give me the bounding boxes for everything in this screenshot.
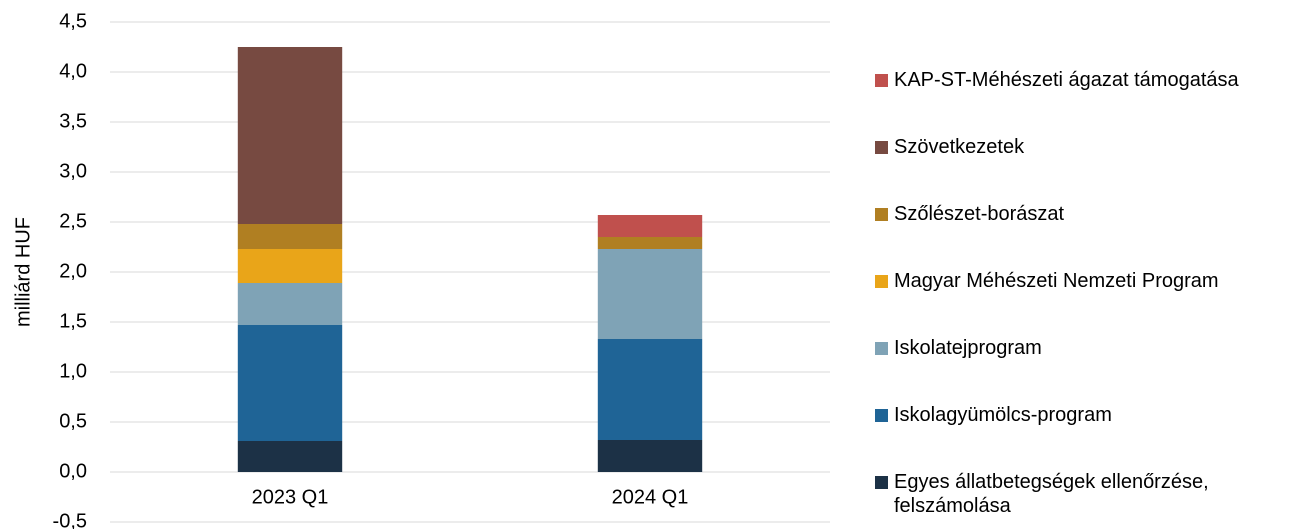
y-tick-label: 3,0 xyxy=(59,160,87,182)
y-tick-label: 2,5 xyxy=(59,210,87,232)
bar-segment xyxy=(237,441,343,472)
legend-swatch xyxy=(875,476,888,489)
legend-swatch xyxy=(875,74,888,87)
bar-segment xyxy=(237,249,343,283)
bar-segment xyxy=(237,224,343,249)
y-tick-label: 0,0 xyxy=(59,460,87,482)
legend-swatch xyxy=(875,275,888,288)
bar-segment xyxy=(237,325,343,441)
y-tick-label: 3,5 xyxy=(59,110,87,132)
y-tick-label: 1,5 xyxy=(59,310,87,332)
legend-swatch xyxy=(875,342,888,355)
y-tick-label: 4,5 xyxy=(59,10,87,32)
y-tick-label: 1,0 xyxy=(59,360,87,382)
legend-item: Szövetkezetek xyxy=(875,135,1024,159)
legend-label: Szövetkezetek xyxy=(894,136,1025,158)
y-tick-label: 2,0 xyxy=(59,260,87,282)
y-tick-label: 0,5 xyxy=(59,410,87,432)
bar-segment xyxy=(237,47,343,224)
bar-segment xyxy=(597,249,703,339)
legend-label: Iskolatejprogram xyxy=(894,337,1042,359)
legend-item: Szőlészet-borászat xyxy=(875,202,1064,226)
legend-item: Iskolatejprogram xyxy=(875,336,1042,360)
legend-item: Magyar Méhészeti Nemzeti Program xyxy=(875,269,1219,293)
x-tick-label: 2023 Q1 xyxy=(252,486,329,508)
y-axis-label: milliárd HUF xyxy=(12,217,34,327)
legend-item: Egyes állatbetegségek ellenőrzése, felsz… xyxy=(875,470,1311,518)
y-tick-label: -0,5 xyxy=(53,510,87,529)
legend-label: KAP-ST-Méhészeti ágazat támogatása xyxy=(894,69,1239,91)
legend-label: Iskolagyümölcs-program xyxy=(894,404,1112,426)
legend-label: Egyes állatbetegségek ellenőrzése, felsz… xyxy=(894,471,1209,517)
legend-swatch xyxy=(875,141,888,154)
legend-item: Iskolagyümölcs-program xyxy=(875,403,1112,427)
bar-segment xyxy=(597,339,703,440)
bar-segment xyxy=(597,237,703,249)
bar-segment xyxy=(597,440,703,472)
legend-label: Szőlészet-borászat xyxy=(894,203,1065,225)
legend-label: Magyar Méhészeti Nemzeti Program xyxy=(894,270,1219,292)
legend-item: KAP-ST-Méhészeti ágazat támogatása xyxy=(875,68,1239,92)
chart: milliárd HUF -0,5 0,0 0,5 1,0 1,5 2,0 2,5 3,0 3,… xyxy=(12,10,830,529)
legend-swatch xyxy=(875,208,888,221)
legend-swatch xyxy=(875,409,888,422)
bar-segment xyxy=(597,215,703,237)
bar-segment xyxy=(237,283,343,325)
x-tick-label: 2024 Q1 xyxy=(612,486,689,508)
y-tick-label: 4,0 xyxy=(59,60,87,82)
